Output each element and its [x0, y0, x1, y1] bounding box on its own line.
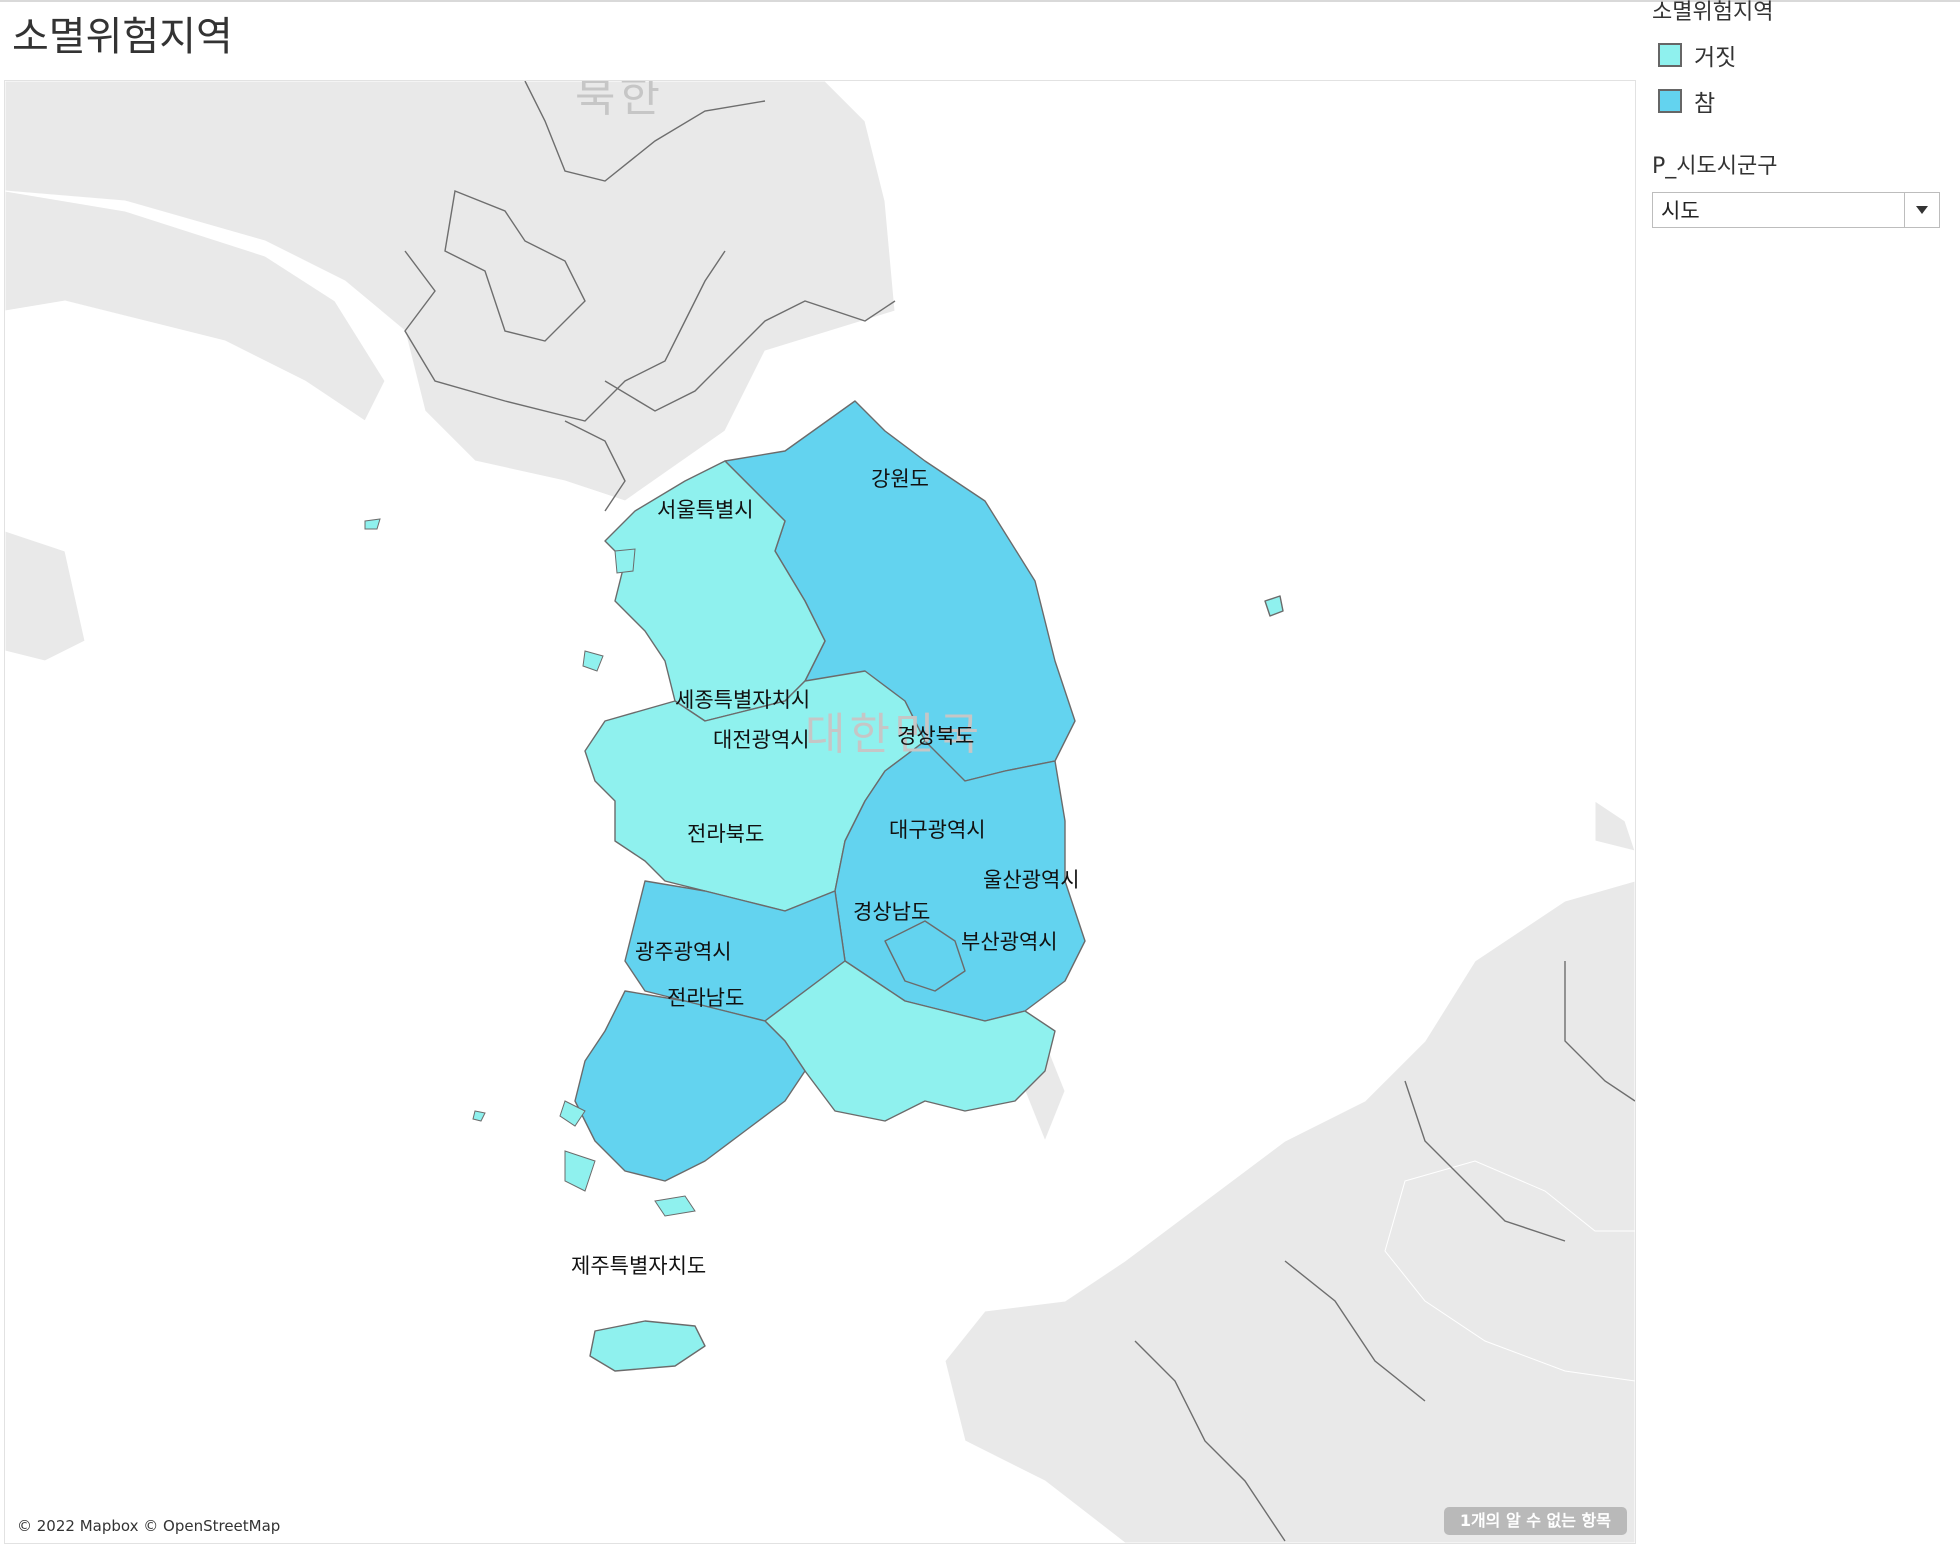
border-lines	[404, 81, 1635, 1542]
level-dropdown[interactable]: 시도	[1652, 192, 1940, 228]
region-jeonnam[interactable]	[574, 990, 806, 1182]
region-label: 경상남도	[853, 900, 930, 924]
region-ulleung[interactable]	[1264, 595, 1284, 617]
region-label: 서울특별시	[657, 498, 754, 522]
legend-item-false[interactable]: 거짓	[1658, 38, 1952, 72]
chevron-down-icon	[1916, 206, 1928, 214]
region-label: 전라남도	[667, 986, 744, 1010]
legend-swatch	[1658, 89, 1682, 113]
region-label: 세종특별자치시	[675, 688, 810, 712]
islands	[364, 518, 696, 1217]
north-korea-label: 북한	[575, 81, 664, 122]
map-view[interactable]: 북한 대한민국 강원도 서울특별시 세종특별자치시 대전광역시 경상북도 전라북…	[4, 80, 1636, 1544]
region-label: 광주광역시	[635, 940, 732, 964]
region-label: 대전광역시	[713, 728, 810, 752]
region-label: 부산광역시	[961, 930, 1058, 954]
unknown-items-badge[interactable]: 1개의 알 수 없는 항목	[1443, 1507, 1627, 1535]
region-label: 울산광역시	[983, 868, 1080, 892]
legend-panel: 소멸위험지역 거짓 참 P_시도시군구 시도	[1652, 0, 1952, 228]
background-land	[5, 81, 1635, 1543]
region-label: 전라북도	[687, 822, 764, 846]
dropdown-value: 시도	[1661, 199, 1700, 223]
region-jeju[interactable]	[589, 1320, 706, 1372]
legend-label: 참	[1694, 91, 1716, 117]
page-title: 소멸위험지역	[12, 14, 233, 60]
legend-label: 거짓	[1694, 45, 1737, 71]
south-korea-regions	[574, 400, 1284, 1372]
region-label: 경상북도	[897, 724, 974, 748]
region-daegu[interactable]	[884, 920, 966, 992]
legend-item-true[interactable]: 참	[1658, 84, 1952, 118]
dropdown-arrow-button[interactable]	[1904, 193, 1939, 227]
region-label: 제주특별자치도	[571, 1254, 706, 1278]
region-label: 대구광역시	[889, 818, 986, 842]
map-attribution[interactable]: © 2022 Mapbox © OpenStreetMap	[17, 1517, 281, 1535]
region-label: 강원도	[871, 467, 929, 491]
legend-swatch	[1658, 43, 1682, 67]
legend-title: 소멸위험지역	[1652, 0, 1774, 25]
map-canvas[interactable]: 북한 대한민국 강원도 서울특별시 세종특별자치시 대전광역시 경상북도 전라북…	[5, 81, 1635, 1543]
country-label: 대한민국	[805, 709, 983, 760]
filter-title: P_시도시군구	[1652, 154, 1778, 179]
top-rule	[0, 0, 1960, 2]
